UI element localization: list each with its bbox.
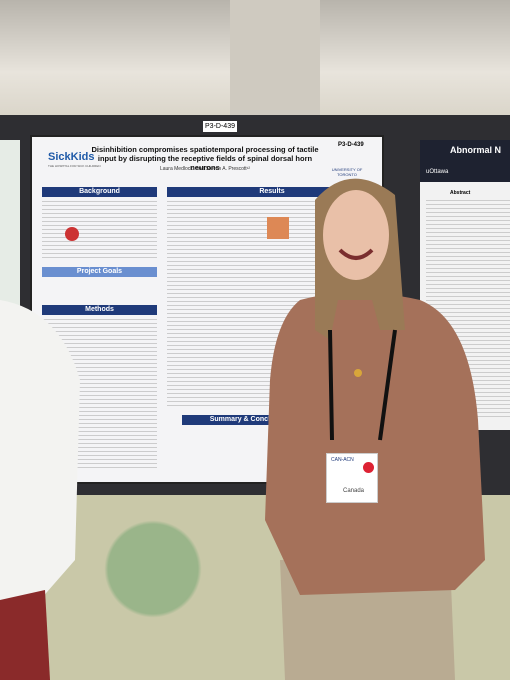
poster-figure (65, 227, 79, 241)
badge-country: Canada (343, 488, 365, 494)
section-heading: Results (167, 187, 377, 197)
board-label: P3-D-439 (203, 121, 237, 132)
section-heading: Background (42, 187, 157, 197)
left-person-shirt (0, 300, 80, 600)
badge-sticker (363, 462, 374, 473)
left-person-pants (0, 590, 50, 680)
poster-title: Disinhibition compromises spatiotemporal… (91, 145, 319, 172)
smile (338, 248, 374, 260)
poster-authors: Laura Medlock¹ and Steven A. Prescott¹² (159, 166, 251, 172)
poster-code: P3-D-439 (338, 142, 364, 148)
poster-figure (267, 217, 289, 239)
right-poster-section: Abstract (450, 190, 471, 196)
badge: CAN-ACN Canada (326, 453, 378, 503)
face (323, 190, 389, 280)
badge-org: CAN-ACN (331, 457, 354, 463)
left-poster-edge (0, 140, 20, 310)
lanyard (328, 329, 397, 441)
right-poster-logo: uOttawa (426, 169, 449, 175)
poster-university: UNIVERSITY OF TORONTO (331, 167, 363, 177)
poster-logo-sub: THE HOSPITAL FOR SICK CHILDREN (48, 164, 101, 168)
section-heading: Project Goals (42, 267, 157, 277)
pendant (354, 369, 362, 377)
right-poster-header (420, 140, 510, 182)
sweater (265, 292, 485, 595)
right-poster-title: Abnormal N (450, 145, 502, 155)
poster-text (42, 201, 157, 261)
ceiling-beam (230, 0, 320, 120)
section-heading: Summary & Conclu (182, 415, 302, 425)
section-heading: Methods (42, 305, 157, 315)
poster-logo: SickKids (48, 151, 95, 163)
